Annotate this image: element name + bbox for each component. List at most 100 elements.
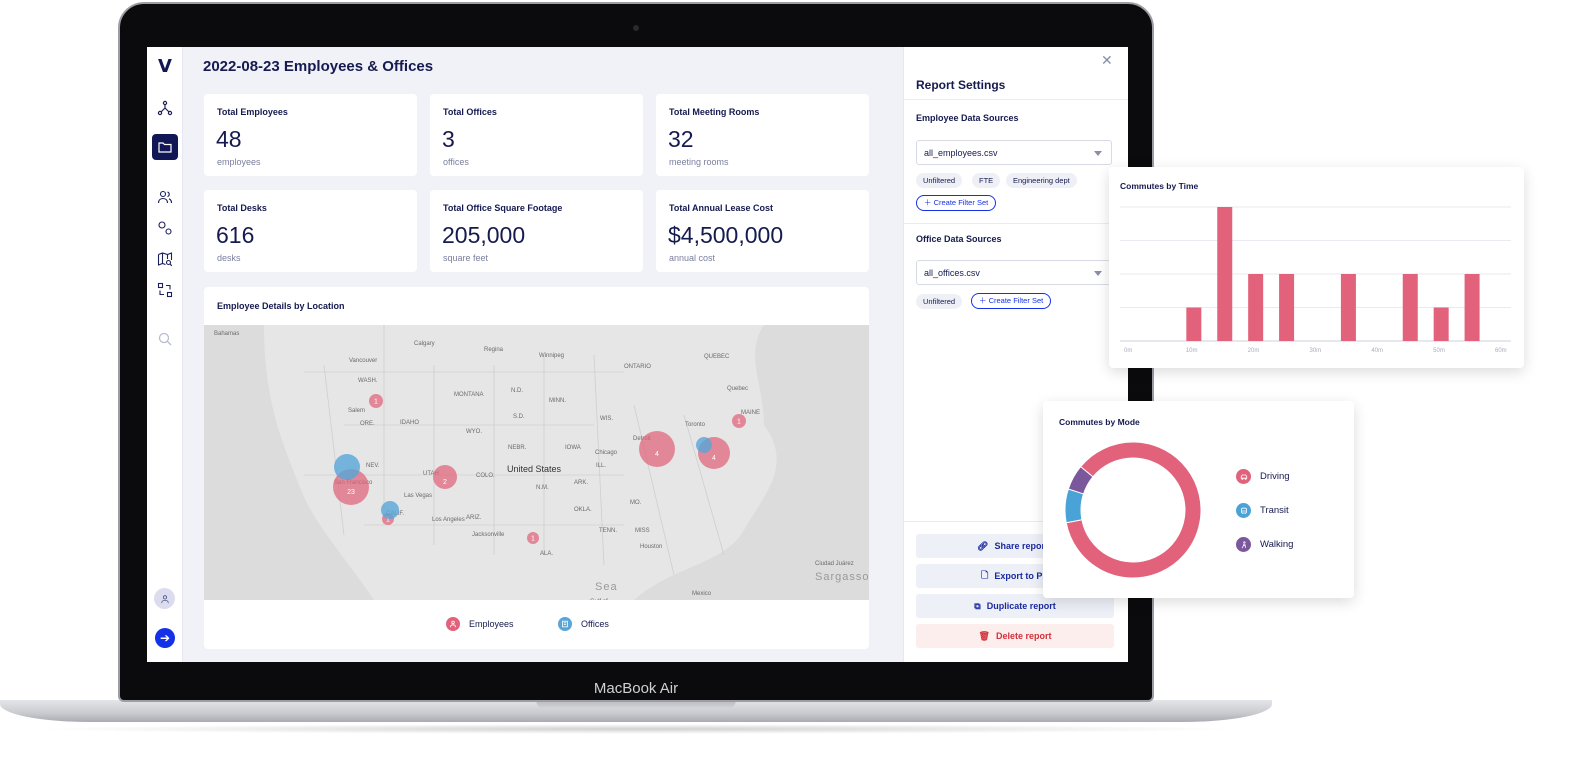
bus-icon (1236, 503, 1251, 518)
office-source-select[interactable]: all_offices.csv (916, 260, 1112, 285)
map-place-label: NEBR. (508, 445, 527, 451)
employee-map[interactable]: United States Vancouver Calgary Regina Winni… (204, 325, 869, 600)
cluster-count: 1 (386, 517, 390, 524)
map-place-label: Sargasso (815, 571, 869, 583)
map-place-label: Gulf of (590, 599, 608, 600)
page-title: 2022-08-23 Employees & Offices (203, 58, 434, 75)
office-source-value: all_offices.csv (924, 268, 980, 278)
kpi-card: Total Annual Lease Cost $4,500,000 annual … (656, 190, 869, 272)
donut-slice (1065, 441, 1202, 579)
legend-employees-label: Employees (469, 619, 514, 629)
legend-employees[interactable]: Employees (446, 617, 514, 631)
employee-source-value: all_employees.csv (924, 148, 998, 158)
office-sources-heading: Office Data Sources (916, 234, 1002, 244)
app-screen: V ➔ (147, 47, 1128, 662)
office-marker (381, 501, 399, 519)
filter-chip-unfiltered[interactable]: Unfiltered (916, 294, 963, 309)
map-search-icon[interactable] (152, 246, 178, 272)
device-label: MacBook Air (593, 680, 679, 697)
x-tick-label: 20m (1248, 348, 1260, 354)
filter-chip-engineering[interactable]: Engineering dept (1006, 173, 1077, 188)
map-place-label: Toronto (685, 422, 706, 428)
bar (1464, 274, 1480, 341)
legend-transit-label: Transit (1260, 505, 1289, 516)
kpi-value: $4,500,000 (668, 222, 784, 248)
cluster-count: 1 (737, 419, 741, 426)
kpi-title: Total Employees (217, 107, 288, 117)
kpi-title: Total Office Square Footage (443, 203, 563, 213)
laptop-base (0, 700, 1272, 722)
legend-offices[interactable]: Offices (558, 617, 609, 631)
export-pdf-label: Export to PD (994, 571, 1049, 581)
map-canvas[interactable]: United States Vancouver Calgary Regina Winni… (204, 325, 869, 600)
map-place-label: IDAHO (400, 420, 419, 426)
map-place-label: Calgary (414, 341, 435, 347)
map-place-label: WIS. (600, 416, 613, 422)
network-icon[interactable] (152, 95, 178, 121)
commutes-by-mode-chart (1064, 441, 1202, 579)
avatar[interactable] (154, 588, 175, 609)
folder-icon[interactable] (152, 134, 178, 160)
kpi-value: 3 (442, 126, 455, 152)
filter-chip-unfiltered[interactable]: Unfiltered (916, 173, 963, 188)
map-place-label: Salem (348, 408, 365, 414)
logo-icon[interactable]: V (158, 55, 172, 77)
map-place-label: S.D. (513, 414, 525, 420)
kpi-card: Total Desks 616 desks (204, 190, 417, 272)
map-place-label: Los Angeles (432, 517, 465, 523)
search-icon[interactable] (152, 326, 178, 352)
cluster-count: 1 (531, 536, 535, 543)
bar (1433, 307, 1449, 341)
legend-walking[interactable]: Walking (1236, 537, 1293, 552)
walking-icon (1236, 537, 1251, 552)
transfer-icon[interactable] (152, 277, 178, 303)
cluster-count: 4 (655, 451, 659, 458)
x-tick-label: 30m (1310, 348, 1322, 354)
arrow-right-icon[interactable]: ➔ (155, 628, 175, 648)
close-icon[interactable]: ✕ (1101, 52, 1113, 68)
map-place-label: Ciudad Juárez (815, 561, 854, 567)
kpi-title: Total Desks (217, 203, 267, 213)
legend-transit[interactable]: Transit (1236, 503, 1289, 518)
share-report-label: Share report l (994, 541, 1053, 551)
donut-slice (1064, 488, 1085, 524)
map-place-label: MINN. (549, 398, 566, 404)
kpi-unit: annual cost (669, 253, 716, 263)
cluster-count: 4 (712, 455, 716, 462)
donut-slice (1067, 465, 1094, 495)
kpi-value: 32 (668, 126, 694, 152)
country-label: United States (507, 464, 562, 474)
offices-icon (558, 617, 572, 631)
employee-map-card: Employee Details by Location United Stat… (204, 287, 869, 649)
map-place-label: Vancouver (349, 358, 377, 364)
map-place-label: Detroit (633, 436, 651, 442)
delete-report-button[interactable]: 🗑︎ Delete report (916, 624, 1114, 648)
map-place-label: Mexico (692, 591, 712, 597)
duplicate-report-button[interactable]: ⧉ Duplicate report (916, 594, 1114, 618)
laptop-notch (536, 700, 736, 709)
map-place-label: MO. (630, 500, 642, 506)
legend-driving[interactable]: Driving (1236, 469, 1290, 484)
employee-source-select[interactable]: all_employees.csv (916, 140, 1112, 165)
link-icon: 🔗︎ (977, 540, 989, 551)
bar (1279, 274, 1295, 341)
cluster-count: 23 (347, 489, 355, 496)
legend-driving-label: Driving (1260, 471, 1290, 482)
users-icon[interactable] (152, 184, 178, 210)
create-filter-set-button[interactable]: ＋ Create Filter Set (971, 293, 1052, 309)
map-place-label: WYO. (466, 429, 482, 435)
location-icon[interactable] (152, 215, 178, 241)
map-place-label: Houston (640, 544, 662, 550)
employee-cluster (369, 394, 383, 408)
kpi-title: Total Meeting Rooms (669, 107, 760, 117)
map-place-label: NEV. (366, 463, 380, 469)
employee-sources-heading: Employee Data Sources (916, 113, 1019, 123)
x-tick-label: 0m (1124, 348, 1132, 354)
kpi-card: Total Office Square Footage 205,000 square… (430, 190, 643, 272)
employee-cluster (732, 414, 746, 428)
map-place-label: ONTARIO (624, 364, 651, 370)
create-filter-set-button[interactable]: ＋ Create Filter Set (916, 195, 997, 211)
map-place-label: OKLA. (574, 507, 592, 513)
filter-chip-fte[interactable]: FTE (972, 173, 1001, 188)
map-place-label: TENN. (599, 528, 617, 534)
